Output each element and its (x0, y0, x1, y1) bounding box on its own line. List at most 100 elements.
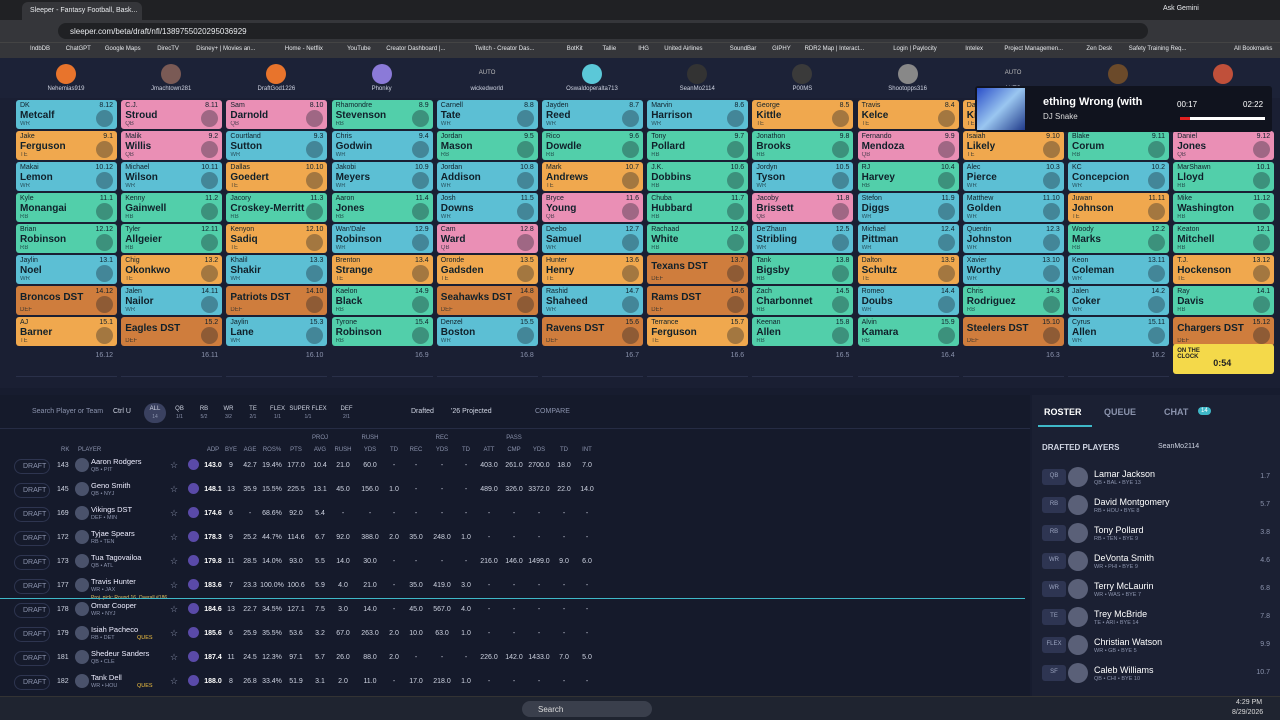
gemini[interactable]: Ask Gemini (1163, 5, 1199, 12)
star[interactable]: ☆ (170, 508, 179, 518)
draft-button[interactable]: DRAFT (14, 459, 50, 474)
card-last-name: Allen (1072, 327, 1097, 338)
rank: 143 (57, 462, 69, 469)
roster-tab[interactable]: CHAT (1164, 407, 1189, 417)
card-avatar (411, 141, 429, 158)
bookmark[interactable]: DirecTV (157, 46, 179, 52)
bookmark[interactable]: Project Managemen... (1004, 46, 1064, 52)
star[interactable]: ☆ (170, 652, 179, 662)
bookmark[interactable]: Disney+ | Movies an... (196, 46, 256, 52)
draft-button[interactable]: DRAFT (14, 483, 50, 498)
bookmark[interactable]: Twitch - Creator Das... (474, 46, 535, 52)
card-last-name: Ward (440, 234, 466, 245)
draft-button[interactable]: DRAFT (14, 651, 50, 666)
card-position: WR (335, 152, 346, 158)
queue-icon[interactable] (188, 603, 199, 614)
position-filter[interactable]: SUPER FLEX (289, 406, 327, 412)
taskbar-search[interactable]: Search (522, 701, 652, 717)
bookmark[interactable]: Safety Training Req... (1128, 46, 1187, 52)
player-card: 15.10 Steelers DST DEF (962, 317, 1064, 346)
pick-number: 14.6 (730, 288, 745, 295)
draft-button[interactable]: DRAFT (14, 531, 50, 546)
bookmark[interactable]: ChatGPT (65, 46, 91, 52)
position-count: 2/1 (343, 414, 350, 420)
draft-button[interactable]: DRAFT (14, 579, 50, 594)
bookmark[interactable]: YouTube (347, 46, 371, 52)
bookmark[interactable]: IHG (638, 46, 649, 52)
card-first-name: Oronde (440, 257, 465, 264)
queue-icon[interactable] (188, 579, 199, 590)
star[interactable]: ☆ (170, 532, 179, 542)
bookmark[interactable]: BotKit (566, 46, 583, 52)
position-filter[interactable]: FLEX (269, 406, 285, 412)
pick-number: 11.2 (205, 195, 219, 202)
star[interactable]: ☆ (170, 556, 179, 566)
stat: 5.5 (315, 558, 325, 565)
player-team: RB • TEN (91, 539, 115, 545)
compare-button[interactable]: COMPARE (535, 408, 570, 415)
card-last-name: Schultz (861, 265, 898, 276)
queue-icon[interactable] (188, 651, 199, 662)
draft-button[interactable]: DRAFT (14, 627, 50, 642)
queue-icon[interactable] (188, 531, 199, 542)
bookmark[interactable]: SoundBar (729, 46, 757, 52)
queue-icon[interactable] (188, 627, 199, 638)
player-name: Shedeur Sanders (91, 649, 150, 658)
star[interactable]: ☆ (170, 604, 179, 614)
queue-icon[interactable] (188, 507, 199, 518)
bookmark[interactable]: Google Maps (104, 46, 141, 52)
roster-heading: DRAFTED PLAYERS (1042, 443, 1120, 452)
draft-button[interactable]: DRAFT (14, 555, 50, 570)
pick-number: 16.7 (625, 352, 639, 359)
url-bar[interactable]: sleeper.com/beta/draft/nfl/1389755020295… (58, 23, 1148, 39)
drafted-toggle[interactable]: Drafted (411, 408, 434, 415)
bookmark[interactable]: Creator Dashboard |... (386, 46, 446, 52)
star[interactable]: ☆ (170, 580, 179, 590)
bookmark[interactable]: Intelex (965, 46, 983, 52)
bookmark[interactable]: Home - Netflix (284, 46, 323, 52)
stat: 567.0 (433, 606, 451, 613)
star[interactable]: ☆ (170, 484, 179, 494)
queue-icon[interactable] (188, 675, 199, 686)
position-filter[interactable]: DEF (340, 406, 353, 412)
owner-select[interactable]: SeanMo2114 (1158, 443, 1200, 450)
position-filter[interactable]: QB (175, 406, 184, 412)
bookmark[interactable]: Login | Paylocity (893, 46, 937, 52)
star[interactable]: ☆ (170, 676, 179, 686)
bookmark[interactable]: United Airlines (664, 46, 703, 52)
queue-icon[interactable] (188, 459, 199, 470)
card-last-name: Lemon (20, 172, 53, 183)
position-filter[interactable]: RB (199, 406, 209, 412)
position-filter[interactable]: ALL (149, 406, 161, 412)
draft-button[interactable]: DRAFT (14, 507, 50, 522)
taskbar: Search 4:29 PM 8/29/2026 (0, 696, 1280, 720)
bookmark[interactable]: RDR2 Map | Interact... (804, 46, 865, 52)
pick-number: 10.10 (305, 164, 324, 171)
rank: 177 (57, 582, 69, 589)
card-last-name: Diggs (861, 203, 890, 214)
roster-tab[interactable]: ROSTER (1044, 407, 1082, 417)
roster-pick: 1.7 (1260, 473, 1270, 480)
queue-icon[interactable] (188, 555, 199, 566)
all-bookmarks[interactable]: All Bookmarks (1234, 46, 1273, 52)
card-position: WR (651, 121, 662, 127)
stat: - (585, 510, 589, 517)
bookmark[interactable]: GIPHY (772, 46, 791, 52)
search-box[interactable]: Search Player or Team (32, 408, 104, 415)
star[interactable]: ☆ (170, 460, 179, 470)
media-total: 02:22 (1243, 100, 1264, 109)
projection-select[interactable]: '26 Projected (451, 408, 492, 415)
roster-tab[interactable]: QUEUE (1104, 407, 1137, 417)
star[interactable]: ☆ (170, 628, 179, 638)
queue-icon[interactable] (188, 483, 199, 494)
stat: - (537, 630, 541, 637)
position-filter[interactable]: WR (223, 406, 234, 412)
tab[interactable]: Sleeper - Fantasy Football, Bask... (22, 2, 142, 20)
draft-button[interactable]: DRAFT (14, 675, 50, 690)
player-card: 14.3 Chris Rodriguez RB (962, 286, 1064, 315)
bookmark[interactable]: Tallie (602, 46, 617, 52)
position-filter[interactable]: TE (249, 406, 257, 412)
draft-button[interactable]: DRAFT (14, 603, 50, 618)
bookmark[interactable]: Zen Desk (1086, 46, 1113, 52)
bookmark[interactable]: IndbDB (30, 46, 51, 52)
